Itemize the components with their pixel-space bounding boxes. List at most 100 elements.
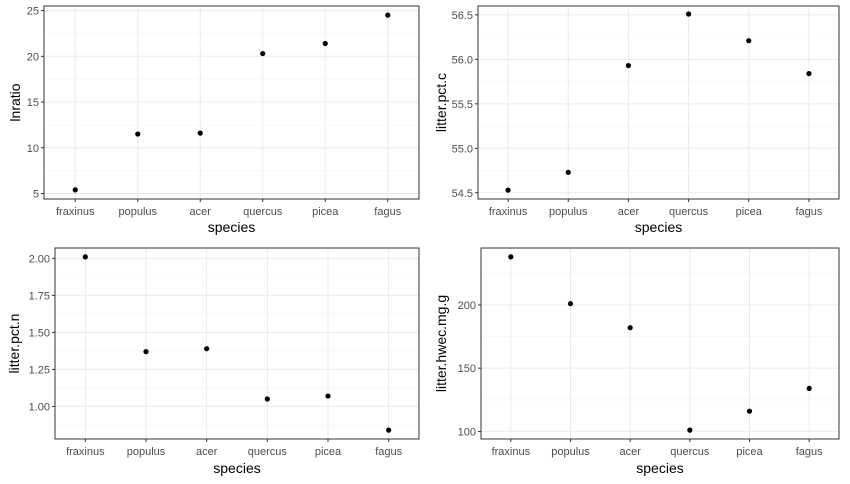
x-tick-label: acer	[619, 446, 641, 458]
panel-0-border	[43, 5, 420, 200]
y-tick-label: 200	[458, 300, 476, 312]
data-point-acer	[204, 346, 210, 352]
data-point-acer	[627, 325, 633, 331]
data-point-populus	[567, 301, 574, 307]
x-tick-label: acer	[190, 206, 212, 218]
data-point-fraxinus	[508, 254, 514, 260]
panel-3-x-axis: fraxinus populus acer quercus picea fagus	[492, 439, 823, 458]
panel-2-y-axis: 1.00 1.25 1.50 1.75 2.00	[29, 253, 55, 413]
panel-litter-hwec-mg-g: 100 150 200 fraxinus populus acer quercus pice…	[433, 247, 840, 476]
y-tick-label: 56.0	[452, 54, 473, 66]
panel-lnratio: 5 10 15 20 25 fraxinus populus acer quercus pice…	[7, 5, 420, 235]
data-point-acer	[625, 62, 632, 69]
data-point-populus	[135, 131, 141, 137]
x-tick-label: fraxinus	[66, 446, 105, 458]
panel-2-x-axis-title: species	[213, 460, 260, 476]
x-tick-label: populus	[551, 446, 590, 458]
panel-litter-pct-n: 1.00 1.25 1.50 1.75 2.00 fraxinus populus acer…	[6, 247, 420, 476]
y-tick-label: 1.50	[29, 327, 50, 339]
panel-litter-pct-c: 54.5 55.0 55.5 56.0 56.5 fraxinus populus acer…	[433, 5, 840, 235]
panel-0-y-axis: 5 10 15 20 25	[27, 6, 44, 201]
x-tick-label: acer	[196, 446, 218, 458]
panel-0-y-axis-title: lnratio	[7, 83, 23, 121]
panel-0-x-axis: fraxinus populus acer quercus picea fagus	[56, 199, 402, 218]
x-tick-label: picea	[736, 446, 763, 458]
panel-1-y-axis-title: litter.pct.c	[433, 73, 449, 132]
data-point-populus	[565, 169, 571, 175]
data-point-fagus	[385, 12, 391, 18]
data-point-fagus	[806, 385, 812, 392]
panel-3-border	[480, 247, 840, 440]
data-point-picea	[746, 408, 753, 414]
panel-1-background	[477, 5, 840, 200]
x-tick-label: fagus	[374, 206, 401, 218]
panel-3-points	[508, 254, 812, 433]
panel-2-x-axis: fraxinus populus acer quercus picea fagus	[66, 439, 403, 458]
data-point-fraxinus	[72, 187, 78, 193]
data-point-populus	[143, 349, 149, 355]
y-tick-label: 150	[458, 363, 476, 375]
panel-2-border	[54, 247, 420, 440]
panel-3-y-axis-title: litter.hwec.mg.g	[433, 295, 449, 392]
y-tick-label: 54.5	[452, 188, 473, 200]
panel-0-grid	[44, 6, 419, 199]
x-tick-label: quercus	[669, 206, 709, 218]
data-point-picea	[325, 393, 331, 399]
panel-3-background	[480, 247, 840, 440]
data-point-fagus	[386, 427, 392, 433]
x-tick-label: quercus	[670, 446, 710, 458]
x-tick-label: picea	[315, 446, 342, 458]
panel-1-points	[505, 11, 812, 193]
data-point-quercus	[264, 396, 270, 402]
data-point-picea	[322, 40, 328, 47]
y-tick-label: 25	[27, 6, 39, 18]
x-tick-label: quercus	[243, 206, 283, 218]
data-point-quercus	[260, 50, 266, 57]
panel-0-points	[72, 12, 391, 193]
x-tick-label: fraxinus	[489, 206, 528, 218]
y-tick-label: 2.00	[29, 253, 50, 265]
panel-1-x-axis-title: species	[635, 219, 682, 235]
data-point-picea	[746, 38, 752, 44]
data-point-fagus	[806, 70, 812, 77]
x-tick-label: fagus	[795, 206, 822, 218]
y-tick-label: 5	[33, 189, 39, 201]
data-point-quercus	[685, 11, 692, 17]
panel-1-border	[477, 5, 840, 200]
data-point-quercus	[687, 427, 693, 433]
y-tick-label: 100	[458, 426, 476, 438]
y-tick-label: 1.75	[29, 290, 50, 302]
panel-3-y-axis: 100 150 200	[458, 300, 481, 438]
panel-3-grid	[481, 248, 839, 439]
panel-1-grid	[478, 6, 839, 199]
y-tick-label: 1.00	[29, 401, 50, 413]
data-point-fraxinus	[505, 187, 511, 193]
y-tick-label: 55.5	[452, 99, 473, 111]
panel-2-grid	[55, 248, 419, 439]
x-tick-label: populus	[127, 446, 166, 458]
x-tick-label: fagus	[375, 446, 402, 458]
panel-2-y-axis-title: litter.pct.n	[6, 314, 22, 374]
x-tick-label: acer	[618, 206, 640, 218]
x-tick-label: fraxinus	[56, 206, 95, 218]
data-point-acer	[197, 130, 203, 136]
y-tick-label: 56.5	[452, 10, 473, 22]
panel-2-points	[82, 254, 392, 433]
x-tick-label: populus	[549, 206, 588, 218]
y-tick-label: 20	[27, 51, 39, 63]
x-tick-label: picea	[312, 206, 339, 218]
x-tick-label: quercus	[248, 446, 288, 458]
panel-1-y-axis: 54.5 55.0 55.5 56.0 56.5	[452, 10, 478, 200]
y-tick-label: 15	[27, 97, 39, 109]
y-tick-label: 55.0	[452, 143, 473, 155]
y-tick-label: 1.25	[29, 364, 50, 376]
x-tick-label: fraxinus	[492, 446, 531, 458]
x-tick-label: fagus	[796, 446, 823, 458]
y-tick-label: 10	[27, 143, 39, 155]
data-point-fraxinus	[82, 254, 88, 260]
panel-1-x-axis: fraxinus populus acer quercus picea fagus	[489, 199, 823, 218]
x-tick-label: picea	[736, 206, 763, 218]
panel-0-x-axis-title: species	[208, 219, 255, 235]
x-tick-label: populus	[118, 206, 157, 218]
